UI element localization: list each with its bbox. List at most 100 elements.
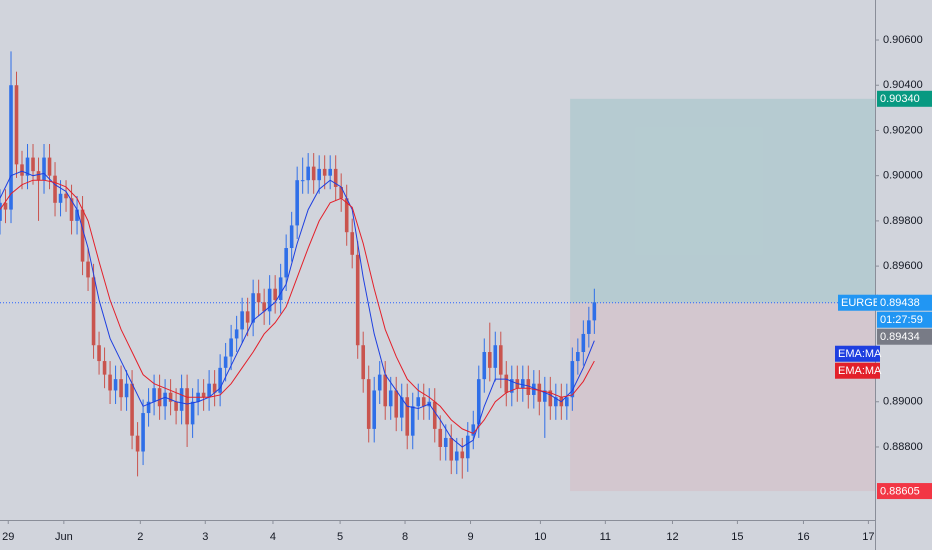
ema-legend-box: [835, 362, 880, 379]
candle-body: [152, 388, 156, 402]
y-tick-label: 0.88800: [883, 441, 923, 453]
candle-body: [581, 333, 586, 353]
candle-body: [543, 390, 547, 402]
ema-line: [0, 179, 595, 435]
candle-body: [372, 390, 377, 429]
y-tick-label: 0.90000: [883, 170, 923, 182]
x-tick-label: 4: [270, 531, 276, 543]
candle-body: [592, 302, 597, 321]
countdown-label-box: [877, 311, 932, 328]
candle-body: [432, 401, 437, 429]
y-tick-label: 0.90600: [883, 34, 923, 46]
stop-zone: [570, 302, 875, 492]
candle-body: [262, 302, 266, 312]
x-tick-label: 16: [797, 531, 809, 543]
candle-body: [168, 392, 173, 402]
candle-body: [399, 397, 404, 418]
ema-legend-box: [835, 345, 880, 362]
candle-body: [234, 329, 239, 339]
candle-body: [322, 168, 327, 176]
candle-body: [108, 374, 112, 391]
candle-body: [383, 374, 388, 407]
candle-body: [537, 383, 542, 402]
candle-body: [190, 401, 195, 425]
x-tick-label: 8: [402, 531, 408, 543]
candle-body: [289, 225, 294, 249]
y-tick-label: 0.89600: [883, 260, 923, 272]
symbol-label-box: [838, 294, 878, 311]
candle-body: [394, 390, 399, 418]
x-tick-label: 10: [534, 531, 546, 543]
candle-body: [223, 356, 228, 368]
candle-body: [251, 293, 255, 323]
plot-area: [0, 51, 875, 492]
target-zone: [570, 98, 875, 303]
candle-body: [163, 392, 167, 407]
x-tick-label: 12: [666, 531, 678, 543]
target-label-box: [877, 90, 932, 107]
candle-body: [421, 397, 426, 407]
x-tick-label: 9: [467, 531, 473, 543]
candle-body: [58, 193, 63, 203]
stop-label: 0.88605: [880, 485, 920, 497]
candle-body: [317, 168, 321, 181]
candle-body: [124, 383, 129, 398]
candle-body: [498, 345, 503, 375]
x-tick-label: 3: [202, 531, 208, 543]
candle-body: [218, 367, 222, 393]
x-tick-label: 5: [337, 531, 343, 543]
candle-body: [565, 397, 569, 407]
candle-body: [300, 180, 305, 182]
ema-legend: EMA:MA: [838, 365, 882, 377]
candle-body: [554, 397, 558, 407]
candle-body: [119, 379, 123, 398]
candle-body: [64, 193, 68, 199]
candle-body: [53, 175, 57, 203]
last-price-label-box: [877, 328, 932, 345]
y-tick-label: 0.89800: [883, 215, 923, 227]
countdown-label: 01:27:59: [880, 314, 923, 326]
ema-legend: EMA:MA: [838, 348, 882, 360]
candle-body: [141, 413, 145, 452]
candle-body: [229, 338, 233, 357]
candle-body: [179, 388, 184, 411]
candle-body: [548, 390, 553, 407]
candle-body: [20, 164, 24, 176]
entry-label: 0.89438: [880, 297, 920, 309]
candle-body: [454, 451, 459, 461]
candle-body: [520, 379, 525, 389]
candle-body: [344, 198, 349, 233]
candle-body: [42, 157, 46, 181]
candle-body: [449, 437, 454, 461]
candle-body: [504, 374, 509, 393]
candle-body: [69, 198, 74, 221]
candle-body: [207, 383, 211, 398]
candle-body: [587, 320, 591, 334]
candle-body: [9, 85, 13, 210]
candle-body: [460, 451, 465, 459]
candle-body: [306, 166, 310, 181]
candle-body: [576, 352, 580, 362]
candle-body: [102, 361, 107, 375]
stop-label-box: [877, 483, 932, 500]
candle-body: [493, 345, 498, 368]
candle-body: [146, 401, 151, 414]
candle-body: [25, 157, 30, 176]
entry-label-box: [877, 294, 932, 311]
candle-body: [465, 435, 470, 459]
y-tick-label: 0.90200: [883, 124, 923, 136]
x-tick-label: 17: [862, 531, 874, 543]
candle-body: [75, 209, 79, 221]
candle-body: [0, 202, 2, 221]
target-label: 0.90340: [880, 93, 920, 105]
candle-body: [135, 435, 140, 452]
candle-body: [113, 379, 118, 391]
candle-body: [410, 406, 415, 436]
candle-body: [405, 397, 410, 436]
candle-body: [570, 361, 575, 398]
candle-body: [80, 209, 85, 262]
candle-body: [3, 202, 8, 210]
candle-body: [366, 379, 371, 429]
